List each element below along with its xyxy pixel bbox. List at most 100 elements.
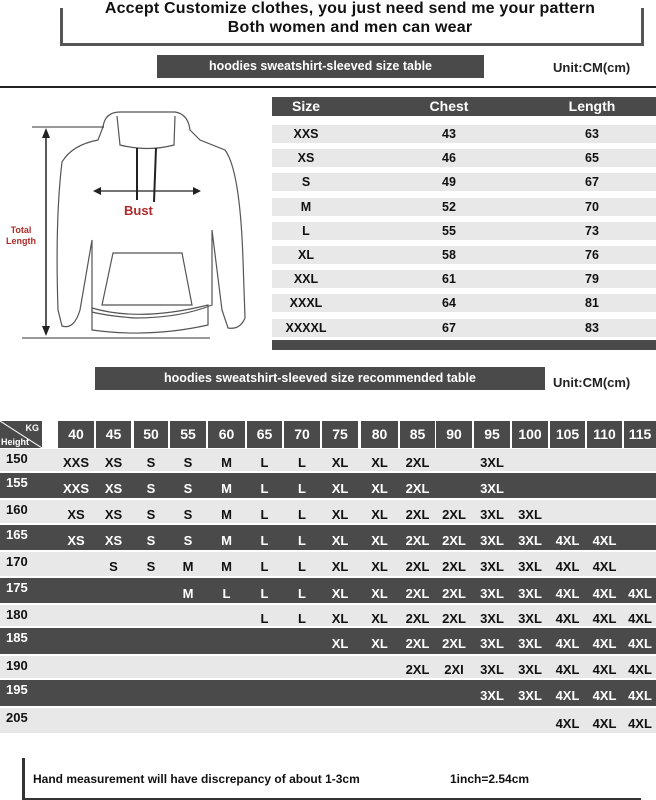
height-row: 195 3XL 3XL 4XL 4XL 4XL — [0, 680, 656, 706]
col-size: Size — [291, 98, 320, 114]
size-row: XL 58 76 — [272, 246, 656, 264]
size-cell: XS — [104, 533, 123, 548]
size-row: L 55 73 — [272, 221, 656, 240]
size-cell: 3XL — [480, 481, 504, 496]
size-table-banner: hoodies sweatshirt-sleeved size table — [157, 55, 484, 78]
height-cell: 150 — [6, 451, 28, 466]
size-cell: 3XL — [518, 507, 542, 522]
size-table-header: Size Chest Length — [272, 97, 656, 116]
size-cell: S — [301, 175, 311, 190]
size-cell: 2XL — [405, 533, 430, 548]
size-cell: 4XL — [555, 533, 580, 548]
weight-header: 75 — [322, 421, 358, 448]
chest-cell: 61 — [442, 272, 456, 287]
size-cell: XS — [104, 507, 123, 522]
size-cell: L — [298, 507, 306, 522]
height-row: 170 S S M M L L XL XL 2XL 2XL 3XL 3XL 4XL 4XL — [0, 552, 656, 576]
size-cell: XL — [371, 586, 388, 601]
size-cell: XXXXL — [285, 320, 327, 335]
size-cell: L — [298, 455, 306, 470]
height-row: 155 XXS XS S S M L L XL XL 2XL 3XL — [0, 473, 656, 498]
size-cell: S — [146, 533, 156, 548]
size-cell: XL — [331, 611, 349, 626]
size-row: XXL 61 79 — [272, 270, 656, 289]
size-cell: M — [182, 586, 194, 601]
size-cell: XL — [371, 611, 388, 626]
size-cell: 4XL — [592, 636, 617, 651]
total-length-label-1: Total — [10, 225, 32, 235]
hoodie-outline-icon — [56, 111, 246, 334]
size-cell: 3XL — [480, 559, 504, 574]
size-row: XXS 43 63 — [272, 125, 656, 143]
height-cell: 185 — [6, 630, 28, 645]
length-cell: 83 — [585, 320, 599, 335]
size-cell: L — [260, 533, 269, 548]
size-cell: XL — [331, 586, 349, 601]
weight-header: 80 — [361, 421, 398, 448]
size-cell: L — [222, 586, 231, 601]
size-cell: XL — [331, 559, 349, 574]
size-cell: 3XL — [518, 636, 542, 651]
size-cell: XS — [67, 507, 85, 522]
size-cell: XL — [331, 481, 349, 496]
size-cell: 2XL — [442, 611, 466, 626]
col-length: Length — [568, 98, 616, 114]
length-cell: 65 — [585, 151, 599, 166]
corner-kg: KG — [25, 423, 40, 433]
size-cell: XL — [331, 533, 349, 548]
size-cell: XL — [331, 455, 349, 470]
table-corner: KG Height — [0, 421, 42, 448]
height-row: 160 XS XS S S M L L XL XL 2XL 2XL 3XL 3XL — [0, 500, 656, 523]
weight-header: 45 — [96, 421, 131, 448]
size-cell: M — [221, 507, 232, 522]
size-cell: S — [183, 455, 193, 470]
size-cell: S — [146, 481, 156, 496]
size-cell: XL — [331, 507, 349, 522]
size-cell: 4XL — [592, 662, 617, 677]
height-cell: 165 — [6, 527, 28, 542]
size-cell: 4XL — [555, 688, 580, 703]
size-cell: L — [260, 507, 269, 522]
total-length-label: Total Length — [2, 225, 40, 247]
size-cell: 3XL — [518, 533, 542, 548]
chest-cell: 64 — [442, 296, 456, 311]
size-cell: M — [300, 199, 312, 214]
size-cell: 2XL — [405, 586, 430, 601]
height-row: 190 2XL 2XI 3XL 3XL 4XL 4XL 4XL — [0, 656, 656, 678]
size-cell: 3XL — [480, 636, 504, 651]
size-cell: L — [302, 223, 310, 238]
size-cell: 3XL — [518, 688, 542, 703]
size-cell: S — [109, 559, 118, 574]
size-cell: 2XL — [442, 507, 466, 522]
height-cell: 155 — [6, 475, 28, 490]
length-cell: 79 — [585, 272, 599, 287]
chest-cell: 49 — [442, 175, 456, 190]
size-cell: 4XL — [628, 586, 652, 601]
height-row: 175 M L L L XL XL 2XL 2XL 3XL 3XL 4XL 4XL 4XL — [0, 578, 656, 603]
height-cell: 195 — [6, 682, 28, 697]
height-row: 165 XS XS S S M L L XL XL 2XL 2XL 3XL 3XL 4XL 4XL — [0, 525, 656, 550]
height-cell: 160 — [6, 502, 28, 517]
size-cell: M — [221, 481, 232, 496]
size-cell: M — [182, 559, 194, 574]
col-chest: Chest — [429, 98, 469, 114]
size-cell: 2XL — [405, 662, 430, 677]
size-cell: 2XL — [442, 559, 466, 574]
size-cell: 3XL — [518, 559, 542, 574]
weight-header: 90 — [436, 421, 472, 448]
size-cell: 2XL — [405, 559, 430, 574]
size-cell: 4XL — [592, 533, 617, 548]
size-cell: XS — [104, 481, 123, 496]
size-cell: 3XL — [518, 662, 542, 677]
size-table-unit: Unit:CM(cm) — [553, 60, 631, 75]
size-cell: L — [260, 481, 269, 496]
header-line-1: Accept Customize clothes, you just need … — [104, 0, 596, 17]
height-cell: 180 — [6, 607, 28, 622]
size-cell: XL — [371, 507, 388, 522]
chest-cell: 67 — [442, 320, 456, 335]
height-cell: 170 — [6, 554, 28, 569]
size-row: S 49 67 — [272, 173, 656, 192]
length-cell: 67 — [585, 175, 599, 190]
size-cell: 4XL — [555, 559, 580, 574]
size-cell: XL — [371, 636, 388, 651]
